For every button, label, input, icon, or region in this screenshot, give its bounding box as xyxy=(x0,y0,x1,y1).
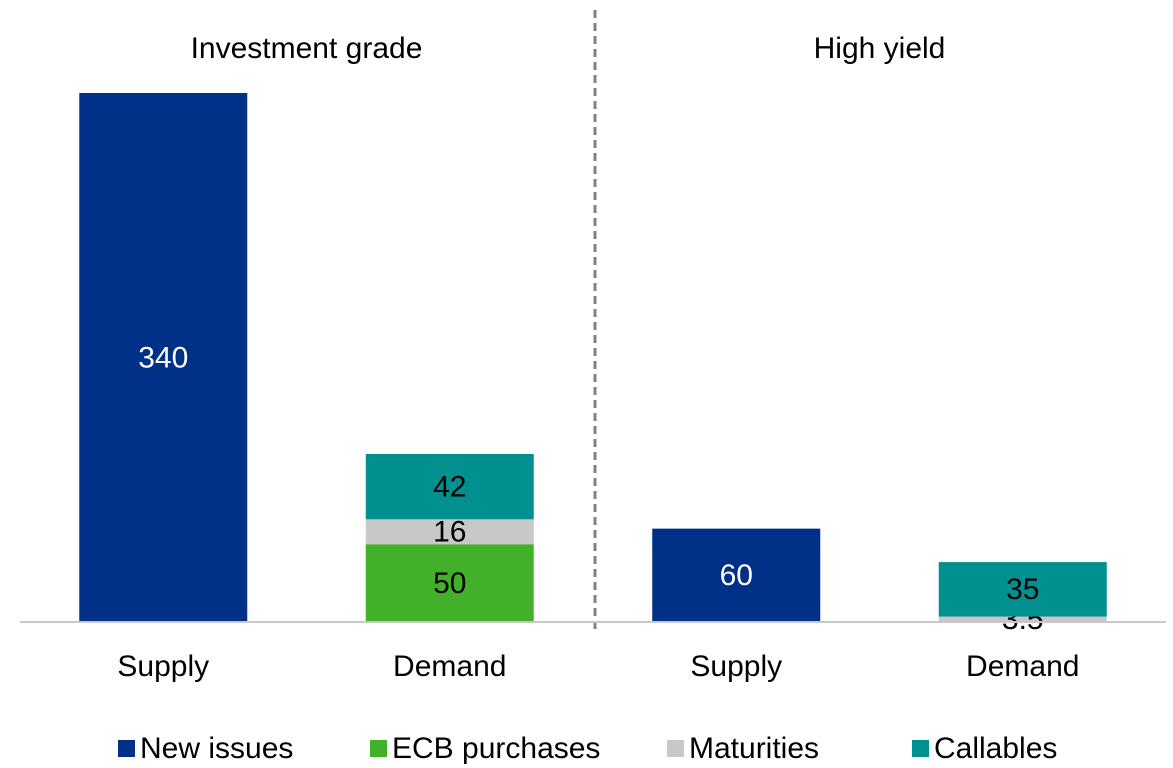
bar-segment xyxy=(365,519,534,545)
legend-swatch xyxy=(667,740,684,757)
bar-segment xyxy=(365,453,534,520)
legend-swatch xyxy=(118,740,135,757)
x-tick-label: Supply xyxy=(117,650,209,683)
value-label: 60 xyxy=(720,559,753,592)
group-title: High yield xyxy=(814,32,946,65)
x-tick-label: Supply xyxy=(690,650,782,683)
legend-swatch xyxy=(912,740,929,757)
legend-label: ECB purchases xyxy=(392,732,600,765)
bar-segment xyxy=(938,616,1107,622)
bar-segment xyxy=(652,528,821,622)
legend-swatch xyxy=(370,740,387,757)
bar-segment xyxy=(365,544,534,622)
legend-label: Maturities xyxy=(689,732,819,765)
x-tick-label: Demand xyxy=(966,650,1079,683)
group-title: Investment grade xyxy=(191,32,423,65)
value-label: 35 xyxy=(1006,573,1039,606)
legend-label: New issues xyxy=(140,732,293,765)
x-tick-label: Demand xyxy=(393,650,506,683)
value-label: 42 xyxy=(433,471,466,504)
legend-label: Callables xyxy=(934,732,1057,765)
value-label: 340 xyxy=(138,341,188,374)
value-label: 16 xyxy=(433,516,466,549)
bar-segment xyxy=(938,562,1107,617)
bar-segment xyxy=(79,93,248,622)
value-label: 50 xyxy=(433,567,466,600)
